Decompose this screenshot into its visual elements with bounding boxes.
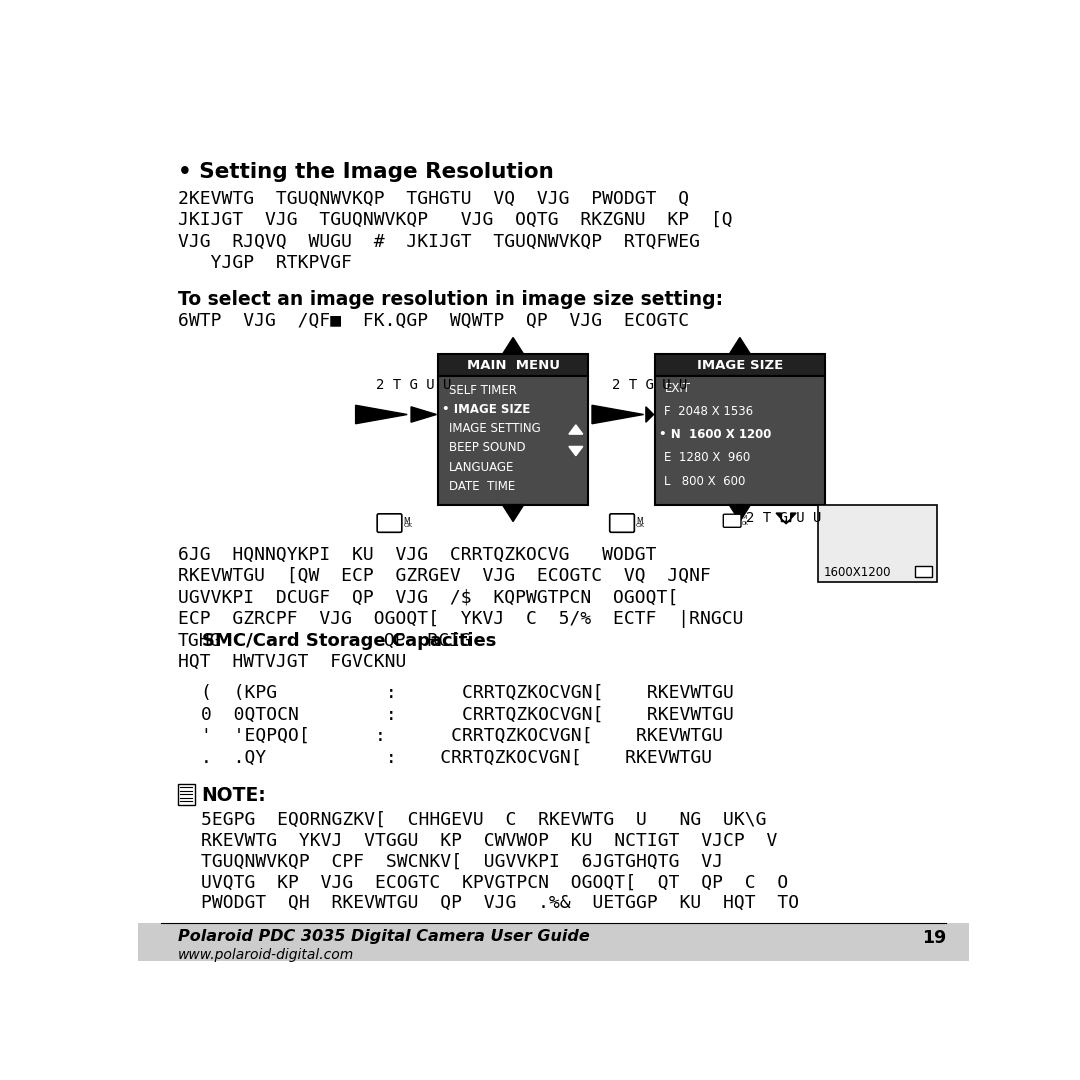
Text: RKEVWTG  YKVJ  VTGGU  KP  CWVWOP  KU  NCTIGT  VJCP  V: RKEVWTG YKVJ VTGGU KP CWVWOP KU NCTIGT V… xyxy=(201,832,778,850)
FancyBboxPatch shape xyxy=(724,514,741,527)
Text: 6JG  HQNNQYKPI  KU  VJG  CRRTQZKOCVG   WODGT: 6JG HQNNQYKPI KU VJG CRRTQZKOCVG WODGT xyxy=(178,545,657,564)
FancyBboxPatch shape xyxy=(377,514,402,532)
Text: '  'EQPQO[      :      CRRTQZKOCVGN[    RKEVWTGU: ' 'EQPQO[ : CRRTQZKOCVGN[ RKEVWTGU xyxy=(201,727,723,745)
Text: 1600X1200: 1600X1200 xyxy=(824,566,891,579)
FancyBboxPatch shape xyxy=(610,514,634,532)
FancyBboxPatch shape xyxy=(656,376,824,504)
Text: UGVVKPI  DCUGF  QP  VJG  /$  KQPWGTPCN  OGOQT[: UGVVKPI DCUGF QP VJG /$ KQPWGTPCN OGOQT[ xyxy=(178,589,678,607)
Text: QP  RCIG: QP RCIG xyxy=(373,632,471,650)
Polygon shape xyxy=(502,504,524,522)
FancyBboxPatch shape xyxy=(656,354,824,376)
Text: 6WTP  VJG  /QF■  FK.QGP  WQWTP  QP  VJG  ECOGTC: 6WTP VJG /QF■ FK.QGP WQWTP QP VJG ECOGTC xyxy=(178,312,689,330)
Text: F  2048 X 1536: F 2048 X 1536 xyxy=(664,405,754,418)
Text: JKIJGT  VJG  TGUQNWVKQP   VJG  OQTG  RKZGNU  KP  [Q: JKIJGT VJG TGUQNWVKQP VJG OQTG RKZGNU KP… xyxy=(178,212,732,229)
Text: NOTE:: NOTE: xyxy=(201,785,266,805)
Polygon shape xyxy=(355,405,407,423)
FancyBboxPatch shape xyxy=(438,376,589,504)
Text: SELF TIMER: SELF TIMER xyxy=(449,383,516,396)
Text: DATE  TIME: DATE TIME xyxy=(449,480,515,492)
Text: IMAGE SIZE: IMAGE SIZE xyxy=(697,359,783,372)
Polygon shape xyxy=(502,337,524,354)
Polygon shape xyxy=(729,337,751,354)
Polygon shape xyxy=(646,407,653,422)
Text: BEEP SOUND: BEEP SOUND xyxy=(449,442,525,455)
Text: LANGUAGE: LANGUAGE xyxy=(449,461,514,474)
FancyBboxPatch shape xyxy=(138,922,970,961)
Text: M: M xyxy=(403,517,410,526)
Text: YJGP  RTKPVGF: YJGP RTKPVGF xyxy=(178,255,352,272)
Polygon shape xyxy=(729,504,751,522)
Polygon shape xyxy=(569,446,583,456)
Text: To select an image resolution in image size setting:: To select an image resolution in image s… xyxy=(178,289,723,309)
FancyBboxPatch shape xyxy=(178,784,194,805)
Text: L   800 X  600: L 800 X 600 xyxy=(664,474,746,487)
FancyBboxPatch shape xyxy=(916,566,932,577)
Text: PWODGT  QH  RKEVWTGU  QP  VJG  .%&  UETGGP  KU  HQT  TO: PWODGT QH RKEVWTGU QP VJG .%& UETGGP KU … xyxy=(201,894,799,913)
Text: VJG  RJQVQ  WUGU  #  JKIJGT  TGUQNWVKQP  RTQFWEG: VJG RJQVQ WUGU # JKIJGT TGUQNWVKQP RTQFW… xyxy=(178,233,700,251)
Text: UVQTG  KP  VJG  ECOGTC  KPVGTPCN  OGOQT[  QT  QP  C  O: UVQTG KP VJG ECOGTC KPVGTPCN OGOQT[ QT Q… xyxy=(201,874,788,891)
Text: • N  1600 X 1200: • N 1600 X 1200 xyxy=(659,429,771,442)
Polygon shape xyxy=(592,405,644,423)
Text: TGUQNWVKQP  CPF  SWCNKV[  UGVVKPI  6JGTGHQTG  VJ: TGUQNWVKQP CPF SWCNKV[ UGVVKPI 6JGTGHQTG… xyxy=(201,852,723,870)
Text: M: M xyxy=(741,515,746,521)
Text: www.polaroid-digital.com: www.polaroid-digital.com xyxy=(178,948,354,962)
Text: M: M xyxy=(636,517,643,526)
Text: 2KEVWTG  TGUQNWVKQP  TGHGTU  VQ  VJG  PWODGT  Q: 2KEVWTG TGUQNWVKQP TGHGTU VQ VJG PWODGT … xyxy=(178,190,689,207)
Text: Polaroid PDC 3035 Digital Camera User Guide: Polaroid PDC 3035 Digital Camera User Gu… xyxy=(178,929,590,944)
Text: • Setting the Image Resolution: • Setting the Image Resolution xyxy=(178,162,553,181)
Text: EXIT: EXIT xyxy=(664,382,690,395)
Text: OK: OK xyxy=(636,523,645,528)
Text: 0  0QTOCN        :      CRRTQZKOCVGN[    RKEVWTGU: 0 0QTOCN : CRRTQZKOCVGN[ RKEVWTGU xyxy=(201,705,733,724)
Text: .  .QY           :    CRRTQZKOCVGN[    RKEVWTGU: . .QY : CRRTQZKOCVGN[ RKEVWTGU xyxy=(201,748,712,767)
Text: (  (KPG          :      CRRTQZKOCVGN[    RKEVWTGU: ( (KPG : CRRTQZKOCVGN[ RKEVWTGU xyxy=(201,684,733,702)
FancyArrow shape xyxy=(777,513,796,524)
Text: HQT  HWTVJGT  FGVCKNU: HQT HWTVJGT FGVCKNU xyxy=(178,653,406,671)
FancyBboxPatch shape xyxy=(818,504,937,582)
FancyBboxPatch shape xyxy=(438,354,589,376)
Text: E  1280 X  960: E 1280 X 960 xyxy=(664,451,751,464)
Text: 5EGPG  EQORNGZKV[  CHHGEVU  C  RKEVWTG  U   NG  UK\G: 5EGPG EQORNGZKV[ CHHGEVU C RKEVWTG U NG … xyxy=(201,811,767,829)
Text: 19: 19 xyxy=(922,929,946,947)
Text: 2 T G U U: 2 T G U U xyxy=(612,378,687,392)
Text: RKEVWTGU  [QW  ECP  GZRGEV  VJG  ECOGTC  VQ  JQNF: RKEVWTGU [QW ECP GZRGEV VJG ECOGTC VQ JQ… xyxy=(178,567,711,585)
Text: OK: OK xyxy=(403,523,413,528)
Text: 2 T G U U: 2 T G U U xyxy=(746,511,822,525)
Text: ECP  GZRCPF  VJG  OGOQT[  YKVJ  C  5/%  ECTF  |RNGCU: ECP GZRCPF VJG OGOQT[ YKVJ C 5/% ECTF |R… xyxy=(178,610,743,629)
Polygon shape xyxy=(411,407,436,422)
Polygon shape xyxy=(569,424,583,434)
Text: 2 T G U U: 2 T G U U xyxy=(377,378,451,392)
Text: • IMAGE SIZE: • IMAGE SIZE xyxy=(442,403,530,416)
Text: MAIN  MENU: MAIN MENU xyxy=(467,359,559,372)
Text: OK: OK xyxy=(741,521,748,526)
Text: TGHG: TGHG xyxy=(178,632,221,650)
Text: IMAGE SETTING: IMAGE SETTING xyxy=(449,422,540,435)
Text: SMC/Card Storage Capacities: SMC/Card Storage Capacities xyxy=(202,632,497,650)
